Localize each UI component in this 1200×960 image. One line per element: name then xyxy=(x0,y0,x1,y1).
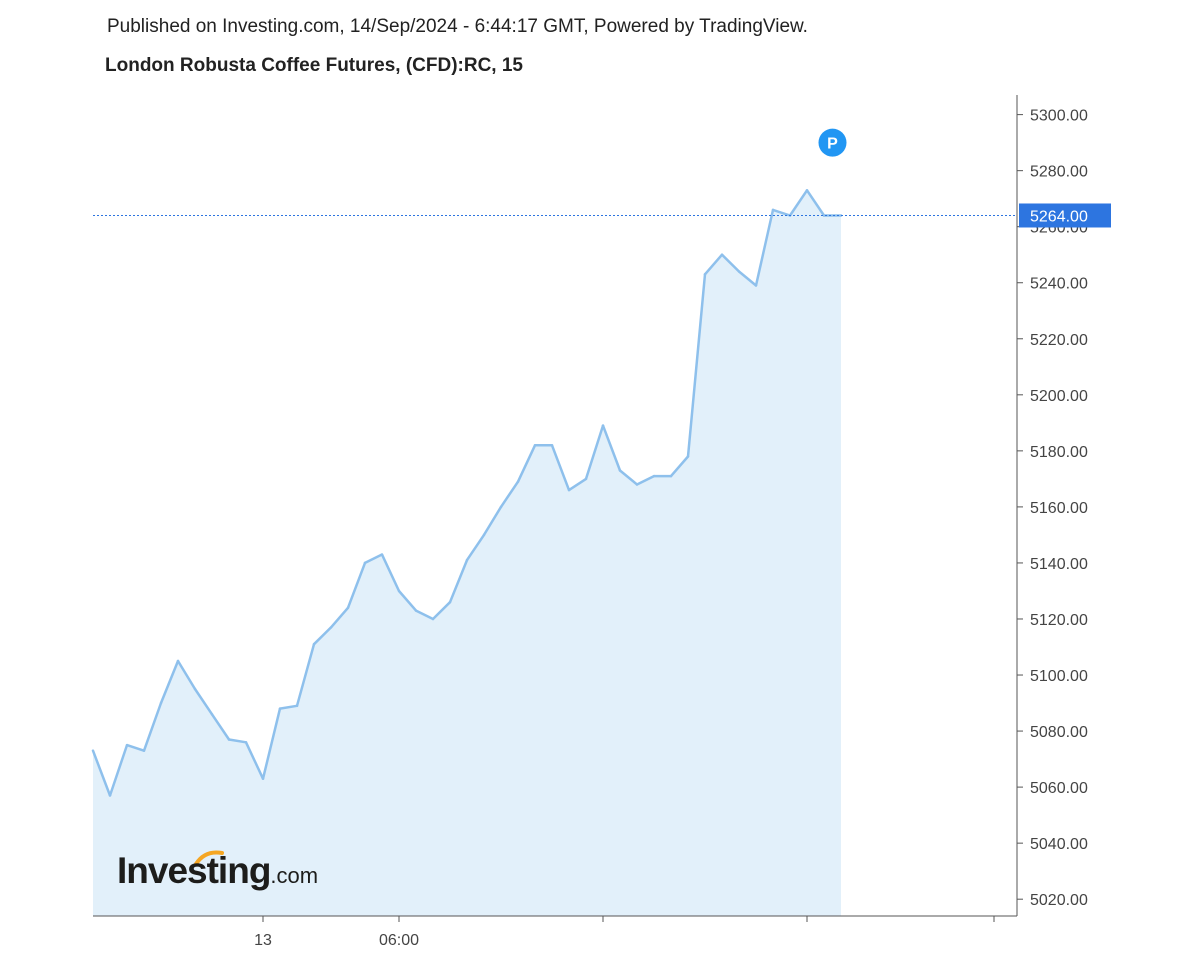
price-line-segment xyxy=(210,713,231,741)
price-line-segment xyxy=(805,189,826,217)
price-line-segment xyxy=(397,589,418,612)
price-line-segment xyxy=(482,505,503,537)
logo-domain-text: .com xyxy=(270,863,319,888)
price-line-segment xyxy=(125,743,146,752)
last-price-tag xyxy=(1019,203,1111,228)
logo-mark-icon xyxy=(194,850,224,866)
price-line-segment xyxy=(754,208,775,287)
line-layer xyxy=(91,189,843,797)
price-line-segment xyxy=(669,455,690,478)
price-line-segment xyxy=(312,626,333,646)
price-line-segment xyxy=(193,687,214,716)
price-line-segment xyxy=(261,707,282,780)
y-tick-label: 5060.00 xyxy=(1030,780,1088,797)
pivot-marker xyxy=(818,128,847,157)
price-line-segment xyxy=(635,474,656,486)
published-note: Published on Investing.com, 14/Sep/2024 … xyxy=(107,16,808,37)
price-line-segment xyxy=(703,253,724,276)
x-tick-label: 06:00 xyxy=(379,932,419,949)
y-tick-label: 5300.00 xyxy=(1030,108,1088,125)
price-line-segment xyxy=(499,480,520,509)
price-area xyxy=(93,190,841,917)
price-line-segment xyxy=(788,189,809,217)
price-line-segment xyxy=(91,749,112,797)
price-line-segment xyxy=(108,743,129,797)
price-line-segment xyxy=(771,208,792,217)
price-line-segment xyxy=(380,553,401,593)
price-line-segment xyxy=(618,469,639,486)
y-tick-label: 5220.00 xyxy=(1030,332,1088,349)
investing-logo: Investing.com xyxy=(117,850,318,892)
price-line-segment xyxy=(584,424,605,481)
price-line-segment xyxy=(720,253,741,273)
y-tick-label: 5040.00 xyxy=(1030,836,1088,853)
y-tick-label: 5240.00 xyxy=(1030,276,1088,293)
x-axis: 13 06:00 xyxy=(93,915,1017,949)
logo-main-text: Investing xyxy=(117,850,271,891)
y-tick-label: 5200.00 xyxy=(1030,388,1088,405)
price-line-segment xyxy=(465,533,486,562)
overlay-layer: 5264.00 P xyxy=(93,128,1111,866)
x-tick-label: 13 xyxy=(254,932,272,949)
price-line-segment xyxy=(737,270,758,287)
y-tick-label: 5140.00 xyxy=(1030,556,1088,573)
price-line-segment xyxy=(601,424,622,472)
price-line-segment xyxy=(431,600,452,621)
y-tick-label: 5020.00 xyxy=(1030,892,1088,909)
price-line-segment xyxy=(278,704,299,710)
y-tick-label: 5180.00 xyxy=(1030,444,1088,461)
price-line-segment xyxy=(329,606,350,629)
price-line-segment xyxy=(686,273,707,458)
price-line-segment xyxy=(567,477,588,492)
price-line-segment xyxy=(176,659,197,691)
price-line-segment xyxy=(363,553,384,565)
price-line-segment xyxy=(414,609,435,621)
price-line-segment xyxy=(550,444,571,492)
y-tick-label: 5120.00 xyxy=(1030,612,1088,629)
y-tick-label: 5160.00 xyxy=(1030,500,1088,517)
price-line-segment xyxy=(448,558,469,604)
pivot-marker-label: P xyxy=(827,136,838,153)
price-line-segment xyxy=(244,741,265,780)
price-line-segment xyxy=(142,701,163,752)
price-line-segment xyxy=(516,444,537,483)
y-tick-label: 5100.00 xyxy=(1030,668,1088,685)
y-tick-label: 5280.00 xyxy=(1030,164,1088,181)
last-price-label: 5264.00 xyxy=(1030,208,1088,225)
price-line-segment xyxy=(159,659,180,705)
area-layer xyxy=(93,190,841,917)
price-line-segment xyxy=(227,738,248,744)
y-tick-label: 5080.00 xyxy=(1030,724,1088,741)
y-axis: 5020.00 5040.00 5060.00 5080.00 5100.00 5120.… xyxy=(1016,95,1088,916)
chart-title: London Robusta Coffee Futures, (CFD):RC,… xyxy=(105,55,523,76)
price-line-segment xyxy=(346,561,367,610)
price-line-segment xyxy=(295,642,316,708)
